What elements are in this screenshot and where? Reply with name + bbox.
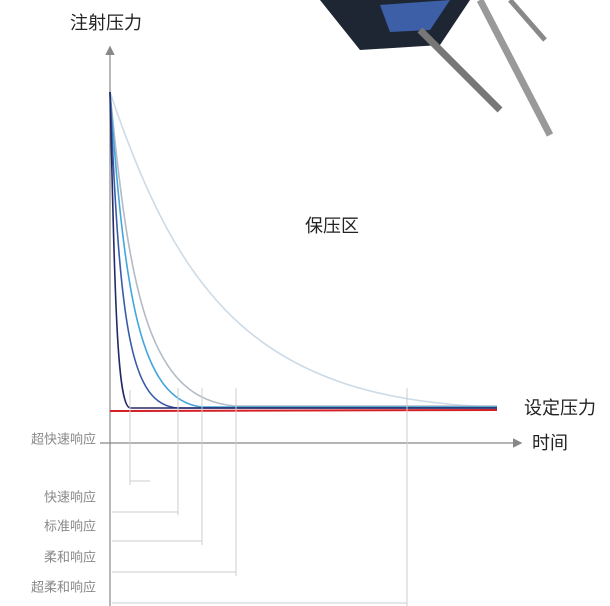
- curves: [109, 91, 498, 409]
- setpoint-line: [109, 409, 498, 412]
- setpoint-label: 设定压力: [524, 398, 596, 419]
- curve-ultra-fast: [109, 91, 497, 409]
- y-axis-label: 注射压力: [70, 13, 142, 34]
- curve-fast: [109, 91, 497, 409]
- response-label: 标准响应: [44, 519, 96, 535]
- x-axis-label: 时间: [532, 433, 568, 454]
- response-label: 超柔和响应: [31, 580, 96, 596]
- curve-super-soft: [109, 91, 498, 408]
- response-label: 柔和响应: [44, 550, 96, 566]
- machine-image: [320, 0, 554, 137]
- response-label: 超快速响应: [31, 432, 96, 448]
- curve-soft: [109, 91, 497, 407]
- curve-standard: [109, 91, 497, 408]
- region-label: 保压区: [305, 216, 359, 237]
- response-label: 快速响应: [44, 490, 96, 506]
- response-guides: [112, 388, 408, 606]
